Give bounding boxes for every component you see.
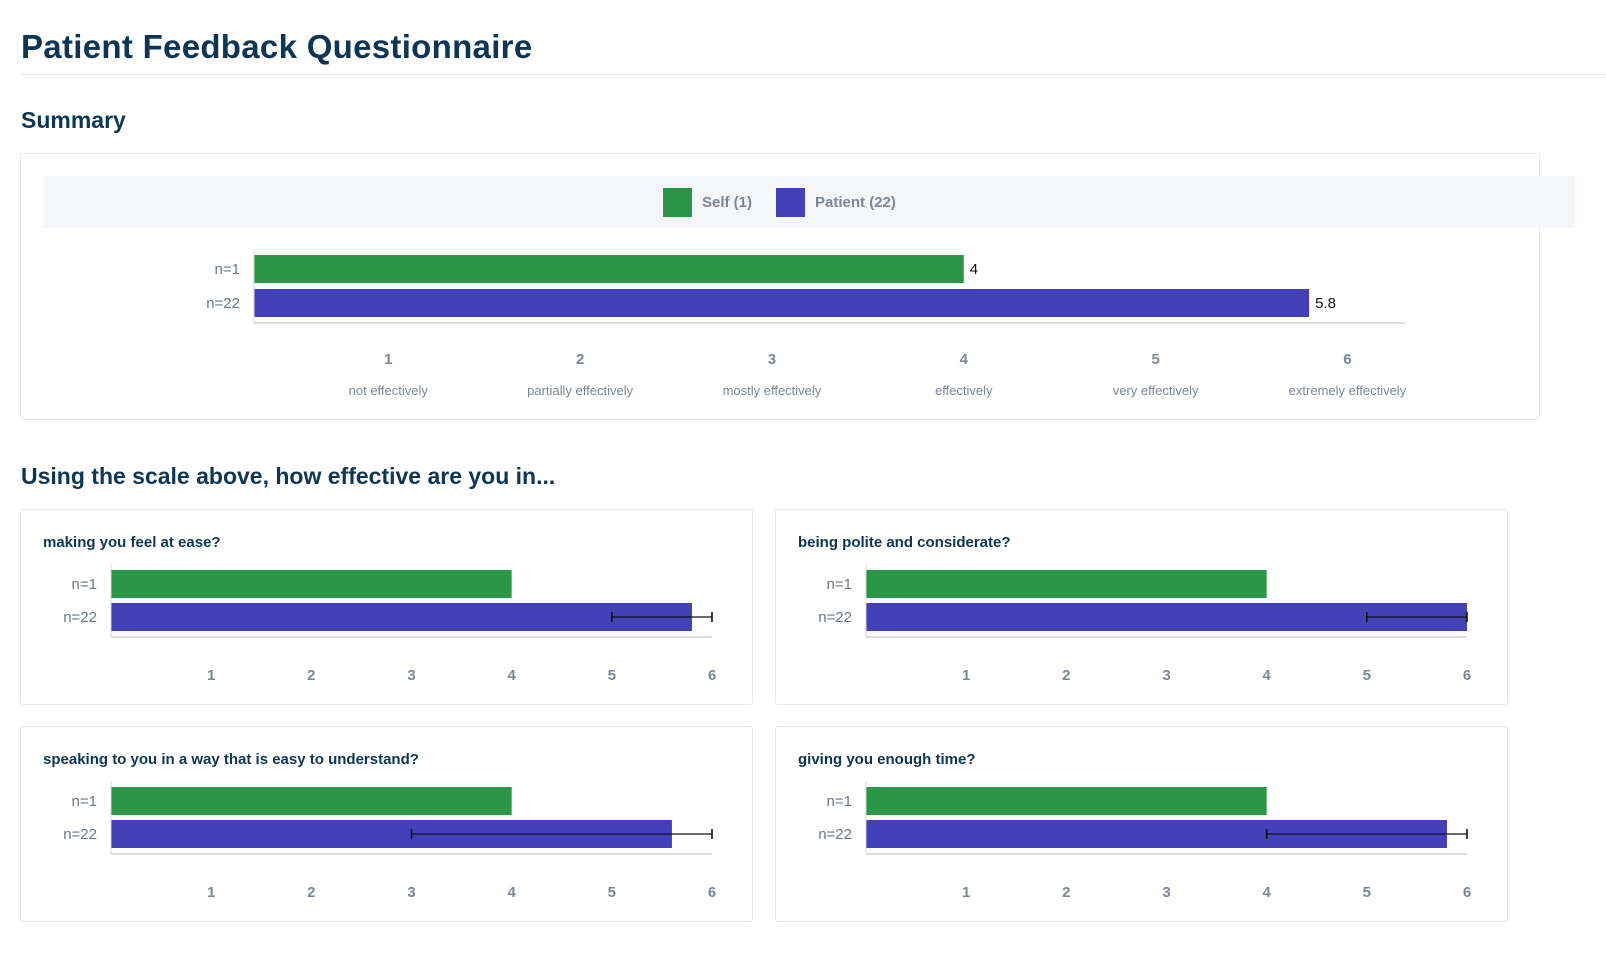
- question-title: making you feel at ease?: [43, 534, 221, 551]
- row-label: n=22: [63, 609, 97, 626]
- row-label: n=1: [215, 261, 240, 278]
- tick-sublabel: extremely effectively: [1289, 383, 1407, 398]
- tick-label: 1: [962, 667, 970, 684]
- question-chart-polite: n=1 n=22 1 2 3 4 5 6: [818, 564, 1471, 684]
- tick-label: 4: [1262, 884, 1271, 901]
- tick-label: 1: [384, 351, 392, 368]
- legend-item-self[interactable]: Self (1): [663, 187, 753, 217]
- tick-label: 6: [708, 884, 716, 901]
- tick-label: 5: [1151, 351, 1159, 368]
- bar-self: [866, 570, 1267, 598]
- question-title: giving you enough time?: [798, 751, 976, 768]
- legend-swatch-patient: [776, 187, 806, 217]
- summary-legend-band: Self (1) Patient (22): [43, 176, 1575, 228]
- legend-label-self: Self (1): [702, 193, 753, 211]
- tick-label: 3: [407, 667, 415, 684]
- bar-self: [111, 570, 512, 598]
- tick-label: 1: [207, 884, 215, 901]
- bar-self: [254, 255, 964, 283]
- bar-patient: [254, 289, 1310, 317]
- tick-label: 5: [608, 667, 616, 684]
- tick-sublabel: partially effectively: [527, 383, 633, 398]
- question-card-polite: being polite and considerate? n=1 n=22 1 2 3…: [775, 509, 1508, 705]
- summary-card: Self (1) Patient (22) n=1 n=22 4 5.8 1 not ef…: [20, 153, 1575, 420]
- data-label: 5.8: [1315, 295, 1336, 312]
- tick-sublabel: effectively: [935, 383, 993, 398]
- tick-label: 1: [962, 884, 970, 901]
- legend-item-patient[interactable]: Patient (22): [776, 187, 896, 217]
- bar-self: [866, 787, 1267, 815]
- question-chart-understand: n=1 n=22 1 2 3 4 5 6: [63, 781, 716, 901]
- row-label: n=22: [63, 826, 97, 843]
- tick-sublabel: mostly effectively: [723, 383, 822, 398]
- bar-self: [111, 787, 512, 815]
- tick-label: 2: [307, 884, 315, 901]
- tick-label: 4: [507, 884, 516, 901]
- row-label: n=1: [827, 576, 852, 593]
- legend-label-patient: Patient (22): [815, 193, 896, 211]
- question-title: being polite and considerate?: [798, 534, 1011, 551]
- tick-label: 6: [1463, 884, 1471, 901]
- question-title: speaking to you in a way that is easy to…: [43, 751, 419, 768]
- row-label: n=22: [206, 295, 240, 312]
- bar-patient: [111, 603, 692, 631]
- tick-label: 6: [1463, 667, 1471, 684]
- tick-label: 4: [1262, 667, 1271, 684]
- legend-swatch-self: [663, 187, 692, 217]
- tick-label: 3: [1162, 667, 1170, 684]
- row-label: n=22: [818, 609, 852, 626]
- row-label: n=1: [827, 793, 852, 810]
- tick-label: 4: [960, 351, 969, 368]
- question-card-understand: speaking to you in a way that is easy to…: [20, 726, 753, 922]
- question-chart-time: n=1 n=22 1 2 3 4 5 6: [818, 781, 1471, 901]
- data-label: 4: [970, 261, 978, 278]
- page-title: Patient Feedback Questionnaire: [21, 28, 533, 65]
- question-chart-ease: n=1 n=22 1 2 3 4 5 6: [63, 564, 716, 684]
- tick-label: 2: [1062, 884, 1070, 901]
- row-label: n=1: [72, 793, 97, 810]
- tick-label: 3: [1162, 884, 1170, 901]
- tick-sublabel: not effectively: [349, 383, 429, 398]
- tick-label: 4: [507, 667, 516, 684]
- question-card-ease: making you feel at ease? n=1 n=22 1 2 3 4 5 6: [20, 509, 753, 705]
- question-card-time: giving you enough time? n=1 n=22 1 2 3 4 5 6: [775, 726, 1508, 922]
- tick-label: 6: [1343, 351, 1351, 368]
- tick-label: 5: [1363, 667, 1371, 684]
- row-label: n=22: [818, 826, 852, 843]
- tick-label: 3: [407, 884, 415, 901]
- summary-heading: Summary: [21, 107, 126, 133]
- tick-label: 5: [608, 884, 616, 901]
- summary-legend: Self (1) Patient (22): [663, 187, 920, 217]
- row-label: n=1: [72, 576, 97, 593]
- tick-label: 2: [576, 351, 584, 368]
- tick-label: 5: [1363, 884, 1371, 901]
- tick-label: 3: [768, 351, 776, 368]
- tick-label: 6: [708, 667, 716, 684]
- tick-label: 1: [207, 667, 215, 684]
- tick-label: 2: [307, 667, 315, 684]
- summary-chart: n=1 n=22 4 5.8 1 not effectively 2 partially ef…: [206, 249, 1407, 398]
- tick-label: 2: [1062, 667, 1070, 684]
- title-divider: [21, 74, 1606, 75]
- questions-heading: Using the scale above, how effective are…: [21, 463, 556, 489]
- tick-sublabel: very effectively: [1113, 383, 1199, 398]
